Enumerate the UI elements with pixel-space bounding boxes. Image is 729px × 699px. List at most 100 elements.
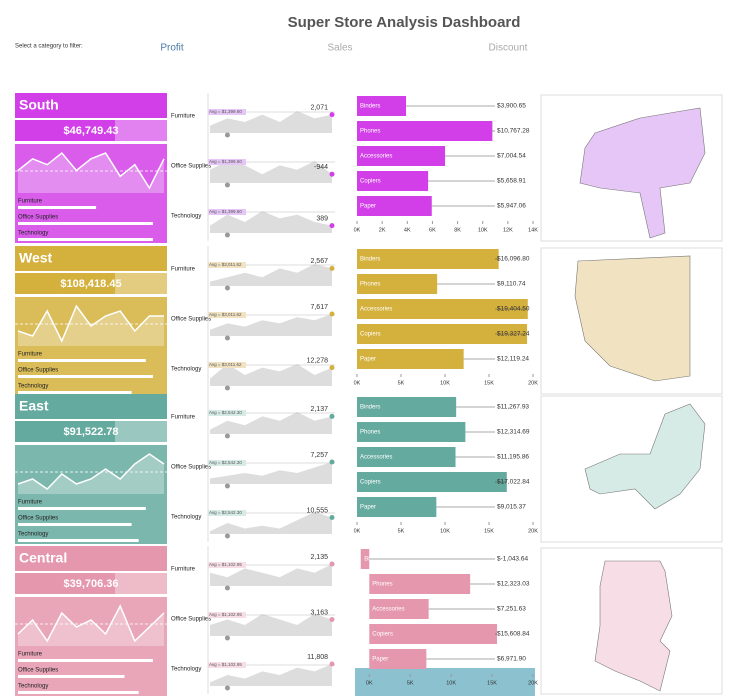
- subcategory-name: Copiers: [360, 332, 381, 338]
- region-header: [15, 546, 167, 571]
- avg-tag: [208, 159, 246, 165]
- category-name: Office Supplies: [171, 317, 211, 323]
- value-label: 2,567: [310, 258, 328, 265]
- x-tick-label: 10K: [478, 227, 488, 233]
- filter-tab[interactable]: Sales: [327, 43, 352, 54]
- category-label: Office Supplies: [18, 215, 58, 221]
- subcategory-name: Phones: [360, 430, 380, 436]
- subcategory-name: Paper: [372, 657, 388, 663]
- subcategory-value: $5,658.91: [497, 178, 526, 185]
- avg-label: Avg = $1,399.60: [209, 159, 242, 164]
- avg-label: Avg = $2,542.30: [209, 410, 242, 415]
- min-dot: [224, 285, 230, 291]
- avg-tag: [208, 612, 246, 618]
- category-label: Technology: [18, 231, 48, 237]
- x-tick-label: 4K: [404, 227, 411, 233]
- category-area: [210, 614, 332, 636]
- category-area: [210, 412, 332, 434]
- subcategory-name: Phones: [360, 282, 380, 288]
- x-tick-label: 0K: [354, 380, 361, 386]
- value-label: 2,137: [310, 406, 328, 413]
- category-label: Furniture: [18, 652, 43, 658]
- region-name: Central: [19, 550, 67, 566]
- filter-tab[interactable]: Discount: [489, 43, 528, 54]
- subcategory-value: $11,195.86: [497, 454, 529, 461]
- subcategory-bar: [357, 274, 438, 294]
- subcategory-value: $10,767.28: [497, 128, 530, 135]
- subcategory-name: Phones: [360, 129, 380, 135]
- value-label: 11,808: [307, 654, 328, 661]
- trend-line: [17, 453, 165, 490]
- subcategory-bar: [357, 121, 493, 141]
- category-label: Office Supplies: [18, 368, 58, 374]
- avg-label: Avg = $1,102.95: [209, 662, 242, 667]
- end-dot: [329, 265, 335, 271]
- category-label: Furniture: [18, 199, 43, 205]
- category-label: Technology: [18, 684, 48, 690]
- trend-panel: [15, 297, 167, 396]
- subcategory-value: $3,900.65: [497, 103, 526, 110]
- trend-panel: [15, 445, 167, 544]
- region-total: $39,706.36: [63, 578, 118, 590]
- category-name: Office Supplies: [171, 617, 211, 623]
- total-band-light: [115, 273, 167, 294]
- category-name: Technology: [171, 214, 201, 220]
- category-bar: [18, 391, 132, 394]
- region-map: [594, 560, 673, 692]
- trend-line: [17, 604, 165, 643]
- subcategory-name: Paper: [360, 357, 376, 363]
- category-label: Technology: [18, 384, 48, 390]
- category-label: Office Supplies: [18, 668, 58, 674]
- end-dot: [329, 171, 335, 177]
- subcategory-value: $19,327.24: [497, 331, 530, 338]
- filter-tab[interactable]: Profit: [160, 43, 184, 54]
- category-bar: [18, 539, 139, 542]
- category-bar: [18, 691, 139, 694]
- x-tick-label: 20K: [528, 680, 538, 686]
- category-name: Office Supplies: [171, 465, 211, 471]
- min-dot: [224, 182, 230, 188]
- subcategory-bar: [357, 96, 407, 116]
- subcategory-value: $19,404.50: [497, 306, 530, 313]
- avg-label: Avg = $1,102.95: [209, 562, 242, 567]
- total-band-light: [115, 120, 167, 141]
- trend-line: [17, 151, 165, 190]
- category-bar: [18, 375, 153, 378]
- subcategory-bar: [357, 349, 464, 369]
- x-tick-label: 14K: [528, 227, 538, 233]
- subcategory-name: Binders: [360, 104, 380, 110]
- category-label: Office Supplies: [18, 516, 58, 522]
- avg-label: Avg = $3,011.62: [209, 362, 242, 367]
- subcategory-bar: [357, 196, 432, 216]
- region-header: [15, 246, 167, 271]
- avg-label: Avg = $1,102.95: [209, 612, 242, 617]
- avg-label: Avg = $1,399.60: [209, 209, 242, 214]
- category-area: [210, 664, 332, 686]
- category-label: Furniture: [18, 500, 43, 506]
- subcategory-name: Copiers: [360, 179, 381, 185]
- end-dot: [329, 112, 335, 118]
- end-dot: [329, 413, 335, 419]
- total-band: [15, 120, 167, 141]
- total-band-light: [115, 421, 167, 442]
- min-dot: [224, 385, 230, 391]
- subcategory-bar: [369, 624, 498, 644]
- category-area: [210, 211, 332, 233]
- subcategory-bar: [360, 549, 370, 569]
- subcategory-name: Phones: [372, 582, 392, 588]
- end-dot: [329, 365, 335, 371]
- value-label: -944: [314, 164, 328, 171]
- end-dot: [329, 561, 335, 567]
- category-bar: [18, 222, 153, 225]
- subcategory-value: $12,119.24: [497, 356, 529, 363]
- subcategory-name: Copiers: [372, 632, 393, 638]
- x-tick-label: 10K: [446, 680, 456, 686]
- x-tick-label: 10K: [440, 528, 450, 534]
- x-tick-label: 5K: [398, 380, 405, 386]
- axis-band: [355, 668, 535, 696]
- trend-area: [18, 153, 164, 193]
- value-label: 10,555: [307, 507, 329, 514]
- x-tick-label: 8K: [454, 227, 461, 233]
- region-total: $91,522.78: [63, 426, 118, 438]
- min-dot: [224, 483, 230, 489]
